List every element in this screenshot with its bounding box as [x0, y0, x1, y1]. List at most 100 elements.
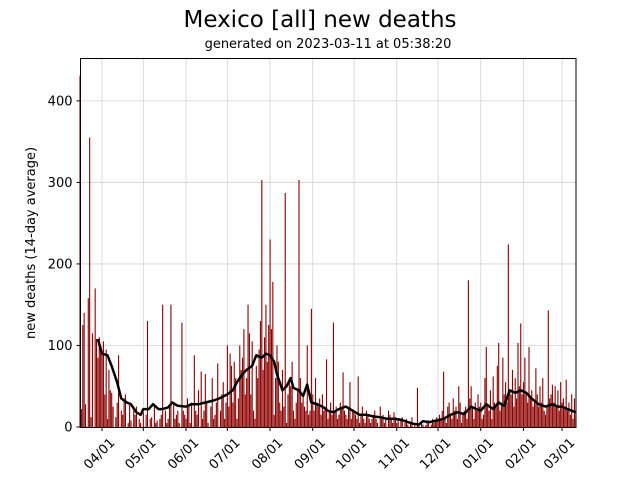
daily-bar: [352, 410, 354, 427]
daily-bar: [193, 355, 195, 427]
daily-bar: [365, 410, 368, 427]
daily-bar: [325, 359, 328, 427]
daily-bar: [531, 390, 533, 427]
daily-bar: [455, 406, 457, 427]
daily-bar: [258, 349, 260, 427]
daily-bar: [138, 418, 140, 427]
daily-bar: [334, 410, 336, 427]
daily-bar: [298, 179, 300, 427]
daily-bar: [186, 398, 188, 427]
daily-bar: [254, 418, 256, 427]
daily-bar: [482, 414, 485, 427]
daily-bar: [90, 417, 92, 427]
daily-bar: [567, 410, 569, 427]
daily-bar: [102, 341, 104, 427]
daily-bar: [244, 394, 246, 427]
daily-bar: [250, 394, 252, 427]
daily-bar: [276, 345, 278, 427]
daily-bar: [407, 424, 409, 427]
daily-bar: [363, 418, 365, 427]
daily-bar: [454, 410, 456, 427]
daily-bar: [270, 329, 273, 427]
daily-bar: [288, 378, 290, 427]
daily-bar: [520, 323, 522, 427]
daily-bar: [272, 281, 274, 427]
x-tick-label: 01/01: [460, 436, 497, 473]
daily-bar: [555, 406, 558, 427]
daily-bar: [174, 418, 176, 427]
daily-bar: [181, 322, 183, 427]
daily-bar: [492, 376, 494, 427]
daily-bar: [433, 422, 435, 427]
daily-bar: [421, 422, 423, 427]
daily-bar: [332, 322, 334, 427]
daily-bar: [543, 410, 545, 427]
daily-bar: [280, 410, 282, 427]
daily-bar: [471, 406, 474, 427]
daily-bar: [509, 390, 511, 427]
daily-bar: [153, 406, 155, 427]
x-tick-label: 03/01: [541, 436, 578, 473]
daily-bar: [558, 410, 560, 427]
daily-bar: [217, 363, 219, 427]
daily-bar: [155, 422, 157, 427]
daily-bar: [561, 402, 563, 427]
daily-bar: [527, 402, 529, 427]
daily-bar: [462, 414, 464, 427]
x-tick-label: 12/01: [417, 436, 454, 473]
daily-bar: [291, 361, 293, 427]
daily-bar: [303, 406, 306, 427]
daily-bar: [437, 418, 439, 427]
daily-bar: [327, 418, 329, 427]
daily-bar: [168, 406, 171, 427]
daily-bar: [235, 378, 237, 427]
daily-bar: [339, 402, 341, 427]
daily-bar: [269, 239, 271, 427]
daily-bar: [538, 406, 540, 427]
daily-bar: [436, 417, 438, 427]
daily-bar: [404, 422, 406, 427]
daily-bar: [94, 288, 96, 427]
daily-bar: [109, 390, 111, 427]
daily-bar: [466, 418, 468, 427]
daily-bar: [381, 418, 383, 427]
daily-bar: [416, 387, 418, 427]
daily-bar: [458, 386, 460, 427]
daily-bar: [146, 321, 149, 427]
daily-bar: [507, 244, 509, 427]
x-tick-label: 06/01: [165, 436, 202, 473]
daily-bar: [105, 349, 107, 427]
daily-bar: [560, 382, 562, 427]
daily-bar: [572, 418, 574, 427]
daily-bar: [320, 414, 322, 427]
daily-bar: [410, 422, 412, 427]
daily-bar: [569, 414, 571, 427]
daily-bar: [149, 418, 151, 427]
daily-bar: [162, 304, 164, 427]
daily-bar: [178, 422, 180, 427]
daily-bar: [427, 420, 430, 427]
x-tick-label: 09/01: [292, 436, 329, 473]
daily-bar: [321, 394, 323, 427]
daily-bar: [356, 418, 358, 427]
x-tick-label: 08/01: [249, 436, 286, 473]
daily-bar: [122, 414, 124, 427]
daily-bar: [279, 402, 281, 427]
daily-bar: [359, 422, 361, 427]
x-tick-label: 04/01: [81, 436, 118, 473]
daily-bar: [207, 422, 209, 427]
daily-bar: [312, 394, 314, 427]
daily-bar: [383, 422, 385, 427]
daily-bar: [522, 382, 525, 427]
daily-bar: [262, 369, 264, 427]
daily-bar: [544, 414, 547, 427]
daily-bar: [502, 357, 504, 427]
daily-bar: [87, 298, 89, 427]
daily-bar: [116, 402, 118, 427]
daily-bar: [549, 398, 551, 427]
daily-bar: [301, 402, 303, 427]
daily-bar: [444, 417, 446, 427]
daily-bar: [284, 193, 286, 427]
daily-bar: [547, 310, 549, 427]
daily-bar: [268, 325, 270, 427]
